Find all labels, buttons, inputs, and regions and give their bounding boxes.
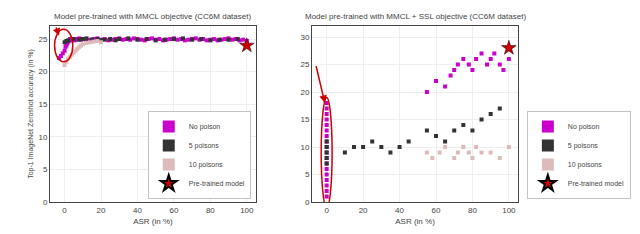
svg-text:30: 30	[301, 33, 310, 42]
svg-text:25: 25	[301, 60, 310, 69]
svg-text:40: 40	[133, 206, 142, 215]
svg-text:20: 20	[38, 67, 47, 76]
svg-text:10: 10	[301, 143, 310, 152]
svg-text:20: 20	[301, 88, 310, 97]
svg-text:Pre-trained model: Pre-trained model	[189, 180, 245, 187]
svg-text:Model pre-trained with MMCL ob: Model pre-trained with MMCL objective (C…	[54, 12, 251, 21]
svg-text:20: 20	[359, 206, 368, 215]
svg-text:20: 20	[97, 206, 106, 215]
svg-text:5 poisons: 5 poisons	[189, 142, 219, 150]
svg-text:ASR (in %): ASR (in %)	[133, 217, 173, 226]
svg-text:60: 60	[169, 206, 178, 215]
svg-text:15: 15	[38, 100, 47, 109]
svg-text:100: 100	[240, 206, 254, 215]
svg-text:Top-1 ImageNet Zeroshot accura: Top-1 ImageNet Zeroshot accuracy (in %)	[27, 49, 35, 179]
svg-text:0: 0	[305, 198, 310, 207]
svg-text:25: 25	[38, 35, 47, 44]
svg-text:5: 5	[43, 165, 48, 174]
svg-text:No poison: No poison	[568, 123, 600, 131]
svg-text:0: 0	[62, 206, 67, 215]
svg-text:Pre-trained model: Pre-trained model	[568, 180, 624, 187]
svg-text:Model pre-trained with MMCL +: Model pre-trained with MMCL + SSL object…	[305, 12, 526, 21]
svg-text:100: 100	[502, 206, 516, 215]
svg-text:40: 40	[395, 206, 404, 215]
svg-text:ASR (in %): ASR (in %)	[395, 217, 435, 226]
svg-text:No poison: No poison	[189, 123, 221, 131]
svg-text:80: 80	[468, 206, 477, 215]
svg-text:10 poisons: 10 poisons	[568, 161, 602, 169]
svg-text:60: 60	[432, 206, 441, 215]
svg-text:0: 0	[324, 206, 329, 215]
svg-text:0: 0	[43, 198, 48, 207]
svg-text:5: 5	[305, 170, 310, 179]
svg-text:10 poisons: 10 poisons	[189, 161, 223, 169]
svg-text:5 poisons: 5 poisons	[568, 142, 598, 150]
svg-text:15: 15	[301, 115, 310, 124]
svg-text:80: 80	[206, 206, 215, 215]
svg-text:10: 10	[38, 133, 47, 142]
